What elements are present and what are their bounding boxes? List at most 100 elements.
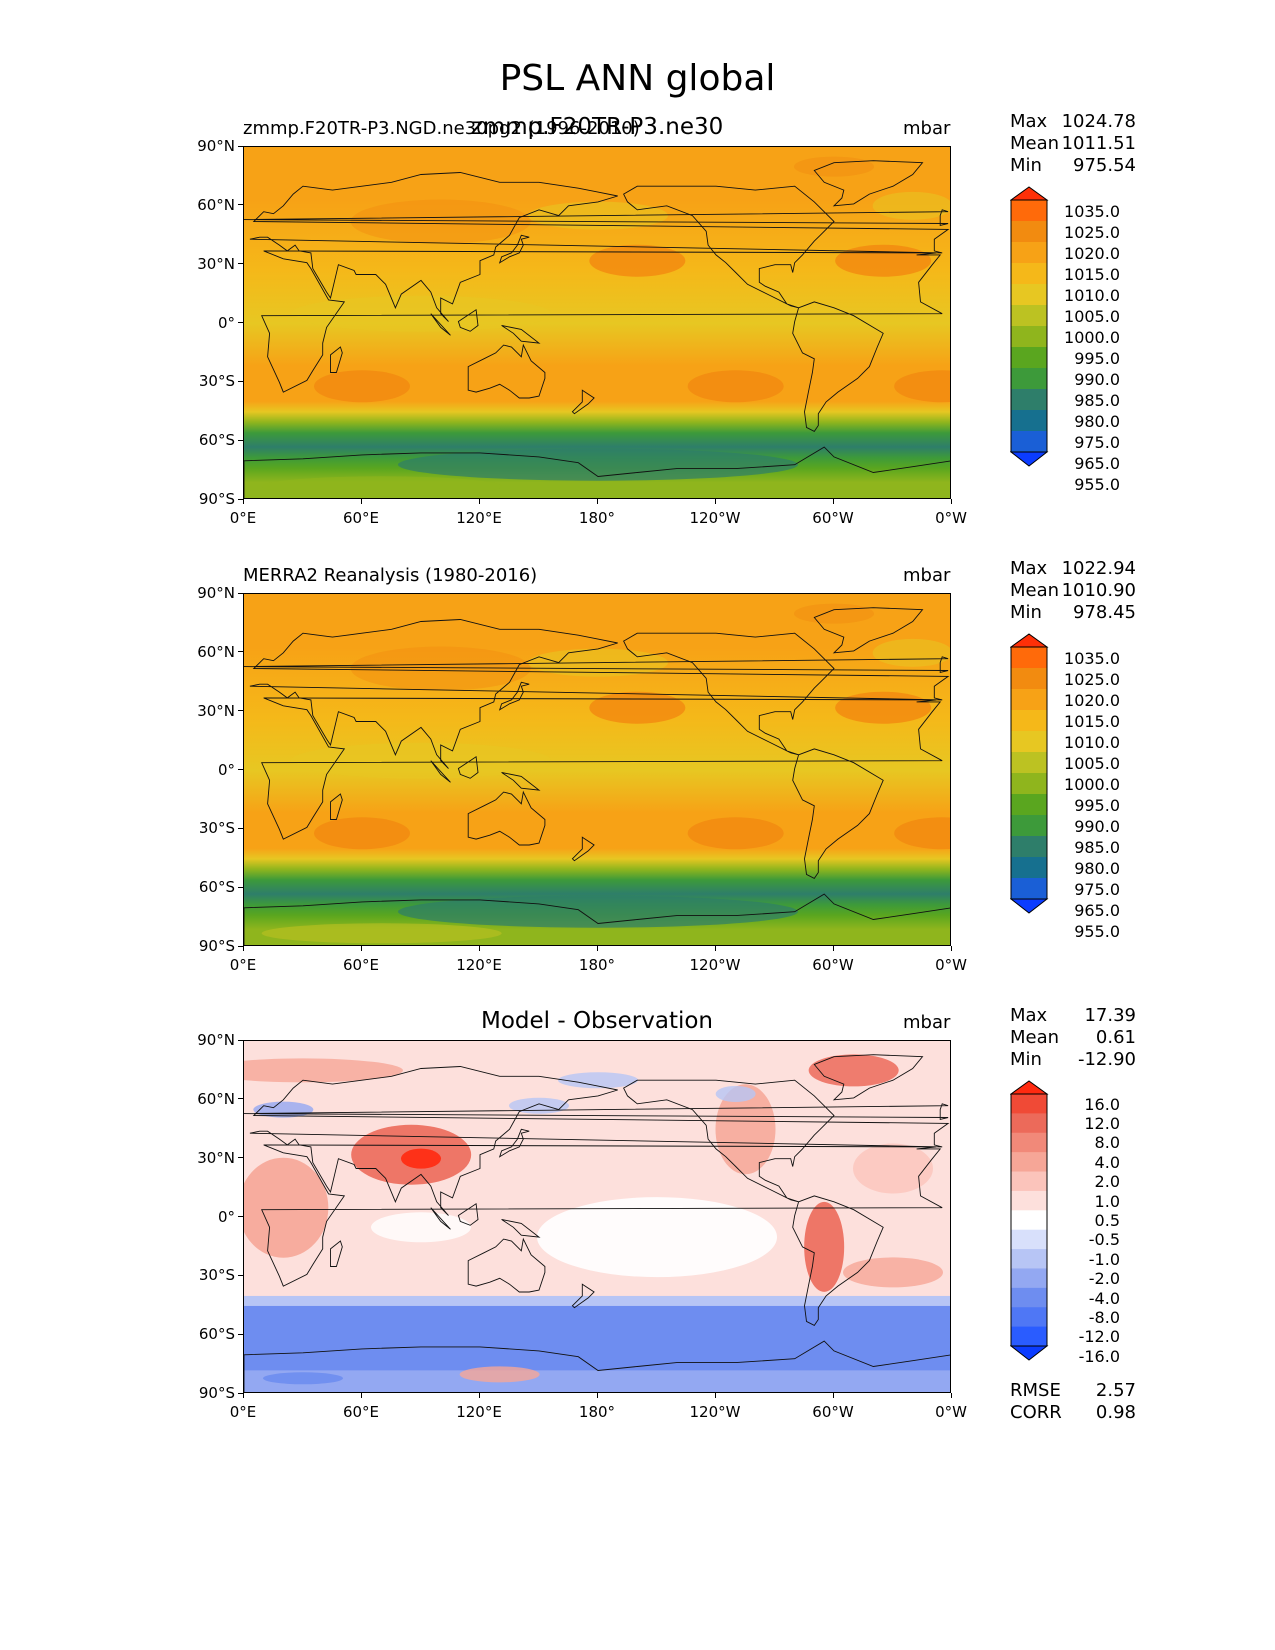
panel-center-title: zmmp.F20TR-P3.ne30 — [470, 114, 724, 140]
land-outline — [501, 1219, 541, 1238]
land-outline — [261, 1144, 943, 1287]
colorbar-label: -16.0 — [1078, 1346, 1120, 1366]
y-tick-mark — [238, 322, 243, 323]
stat-max: Max 17.39 — [1010, 1005, 1136, 1027]
y-tick-label: 90°S — [198, 937, 235, 955]
stat-value: 1011.51 — [1061, 133, 1136, 154]
land-outline — [244, 893, 950, 945]
antarctic-trough — [398, 448, 798, 481]
colorbar-label: 1010.0 — [1064, 732, 1120, 752]
south-atlantic-positive — [843, 1257, 943, 1288]
colorbar-segment — [1011, 668, 1047, 690]
y-tick-label: 30°S — [198, 372, 235, 391]
land-outline — [501, 772, 541, 791]
land-outline — [244, 1340, 950, 1392]
stat-name: Max — [1010, 558, 1048, 579]
colorbar-label: 990.0 — [1074, 816, 1120, 836]
colorbar-label: 975.0 — [1074, 432, 1120, 452]
colorbar-segment — [1011, 221, 1047, 243]
colorbar-label: 995.0 — [1074, 348, 1120, 368]
colorbar-segment — [1011, 1094, 1047, 1114]
map-field — [244, 147, 950, 498]
land-outline — [813, 607, 924, 654]
land-outline — [467, 343, 546, 399]
x-tick-mark — [242, 946, 244, 951]
y-tick-mark — [238, 1274, 243, 1276]
land-outline — [498, 1128, 530, 1158]
colorbar-segment — [1011, 1152, 1047, 1173]
y-tick-mark — [238, 1098, 243, 1100]
land-outline — [430, 1207, 451, 1230]
stat-min: Min 975.54 — [1010, 155, 1136, 177]
tropical-low — [291, 742, 551, 779]
x-tick-label: 60°E — [342, 509, 380, 527]
subtropical-high — [687, 817, 784, 850]
land-outline — [244, 446, 950, 498]
x-tick-mark — [478, 946, 480, 951]
subtropical-high — [835, 691, 932, 724]
colorbar-segment — [1011, 1287, 1047, 1308]
colorbar-label: 1000.0 — [1064, 327, 1120, 347]
x-tick-mark — [596, 946, 598, 951]
x-tick-mark — [832, 946, 834, 951]
stats-block: Max 1024.78 Mean 1011.51 Min 975.54 — [1010, 111, 1136, 177]
canada-negative — [715, 1085, 756, 1102]
y-tick-label: 0° — [217, 760, 235, 779]
colorbar-segment — [1011, 347, 1047, 369]
map-field — [244, 1041, 950, 1392]
colorbar-label: 980.0 — [1074, 411, 1120, 431]
colorbar-extend-bottom — [1009, 451, 1049, 467]
land-outline — [430, 313, 451, 336]
land-outline — [623, 1079, 835, 1203]
stat-name: Min — [1010, 155, 1042, 176]
y-tick-mark — [238, 380, 243, 382]
tropical-low — [291, 295, 551, 332]
y-tick-mark — [238, 1157, 243, 1159]
stat-value: 1022.94 — [1061, 558, 1136, 579]
stat-value: 0.61 — [1095, 1027, 1136, 1048]
colorbar-frame — [1010, 1093, 1048, 1347]
icelandic-low — [872, 191, 950, 220]
x-tick-mark — [714, 1393, 716, 1398]
metric-value: 0.98 — [1095, 1402, 1136, 1423]
land-outline — [792, 301, 884, 432]
colorbar-label: 1035.0 — [1064, 648, 1120, 668]
antarctic-negative — [263, 1372, 343, 1385]
colorbar-frame — [1010, 646, 1048, 900]
antarctic-field — [244, 1370, 950, 1392]
metric-value: 2.57 — [1095, 1380, 1136, 1401]
stat-name: Mean — [1010, 133, 1060, 154]
y-tick-label: 30°S — [198, 819, 235, 838]
x-tick-label: 60°W — [812, 1403, 854, 1421]
land-outline — [330, 346, 343, 373]
panel-units: mbar — [903, 118, 951, 139]
colorbar-label: -0.5 — [1088, 1230, 1120, 1250]
y-tick-mark — [238, 1333, 243, 1335]
colorbar-label: 985.0 — [1074, 837, 1120, 857]
x-tick-label: 180° — [578, 1403, 616, 1421]
colorbar — [1009, 633, 1049, 914]
y-tick-label: 90°S — [198, 1384, 235, 1402]
stat-value: 1010.90 — [1061, 580, 1136, 601]
subtropical-high — [314, 370, 410, 403]
colorbar-label: 2.0 — [1094, 1172, 1120, 1192]
siberian-high — [350, 199, 531, 244]
y-tick-mark — [238, 886, 243, 888]
panel-left-label: MERRA2 Reanalysis (1980-2016) — [243, 565, 538, 586]
colorbar-segment — [1011, 368, 1047, 390]
greenland-high — [794, 156, 874, 177]
antarctic-plateau — [261, 923, 502, 944]
x-tick-mark — [360, 499, 362, 504]
land-outline — [623, 632, 835, 756]
stat-mean: Mean 1011.51 — [1010, 133, 1136, 155]
panel-center-title: Model - Observation — [480, 1008, 714, 1034]
colorbar-segment — [1011, 305, 1047, 327]
colorbar-segment — [1011, 1190, 1047, 1211]
y-tick-label: 90°S — [198, 490, 235, 508]
land-outline — [430, 760, 451, 783]
negative-edge — [244, 1295, 950, 1306]
stat-min: Min -12.90 — [1010, 1049, 1136, 1071]
africa-positive — [244, 1157, 329, 1258]
near-zero-region — [537, 1197, 777, 1278]
colorbar-label: 995.0 — [1074, 795, 1120, 815]
